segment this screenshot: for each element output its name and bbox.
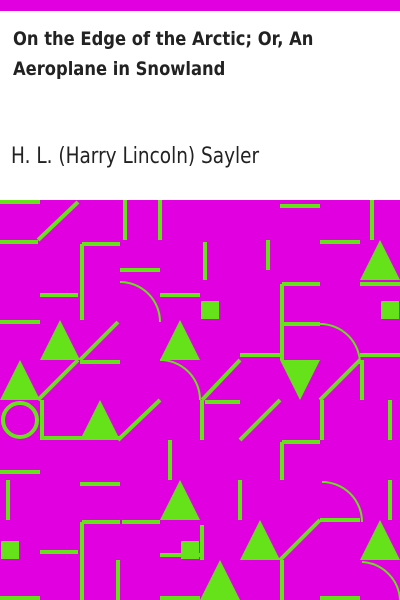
pattern-triangle [40,320,80,360]
pattern-square [201,301,219,319]
book-author: H. L. (Harry Lincoln) Sayler [11,144,260,169]
pattern-line [116,398,162,442]
pattern-arc [321,481,363,523]
pattern-square [381,301,399,319]
cover-pattern [0,200,400,600]
pattern-triangle [240,520,280,560]
pattern-arc [119,281,161,323]
pattern-triangle [360,240,400,280]
pattern-arc [319,323,361,365]
pattern-line [238,398,282,442]
book-title: On the Edge of the Arctic; Or, An Aeropl… [13,24,336,84]
pattern-arc [159,359,201,401]
pattern-triangle [200,560,240,600]
top-color-band [0,0,400,11]
pattern-square [1,541,19,559]
title-line-2: Aeroplane in Snowland [13,58,226,80]
pattern-triangle [0,360,40,400]
pattern-line [78,320,120,362]
title-line-1: On the Edge of the Arctic; Or, An [13,28,314,50]
pattern-line [318,358,362,402]
pattern-line [36,200,80,242]
pattern-ring [1,401,39,439]
pattern-triangle [280,360,320,400]
cover-pattern-art [0,200,400,600]
pattern-line [36,358,80,402]
pattern-line [200,358,242,402]
pattern-triangle [160,320,200,360]
pattern-arc [361,561,400,600]
pattern-triangle [360,520,400,560]
pattern-triangle [80,400,120,440]
pattern-triangle [160,480,200,520]
pattern-line [278,518,322,562]
